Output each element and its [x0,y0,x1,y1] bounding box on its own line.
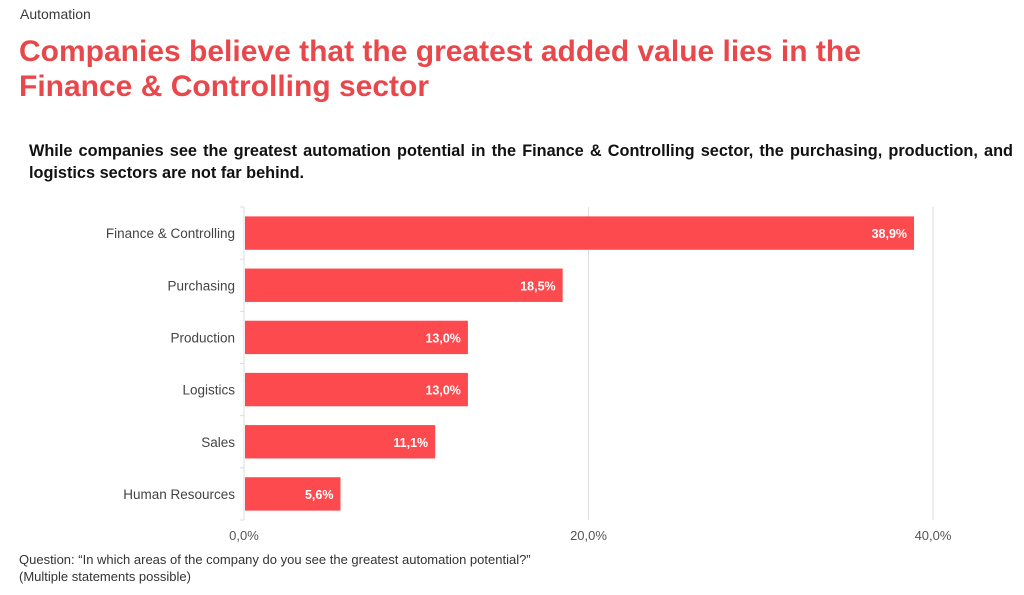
tick-label: 20,0% [570,528,607,543]
page-title: Companies believe that the greatest adde… [19,35,861,103]
value-label: 13,0% [425,331,460,345]
gridlines [240,206,934,521]
value-label: 38,9% [872,227,907,241]
bar [245,216,915,250]
value-label: 18,5% [520,279,555,293]
category-label: Purchasing [167,278,235,293]
bar [245,320,468,355]
tick-label: 40,0% [915,528,952,543]
bars [245,216,915,511]
bar [245,268,563,302]
value-label: 11,1% [393,436,428,450]
bar-chart: Finance & Controlling Purchasing Productio… [106,206,952,543]
footnote: Question: “In which areas of the company… [19,551,531,585]
category-label: Logistics [182,383,235,398]
value-label: 13,0% [425,384,460,398]
survey-note: (Multiple statements possible) [19,569,191,584]
page-subtitle: While companies see the greatest automat… [29,142,1013,182]
value-label: 5,6% [305,488,334,502]
bar [245,372,468,407]
category-labels: Finance & Controlling Purchasing Productio… [106,226,235,502]
value-labels: 38,9% 18,5% 13,0% 13,0% 11,1% 5,6% [305,227,907,502]
tick-label: 0,0% [229,528,259,543]
category-label: Finance & Controlling [106,226,235,241]
category-label: Human Resources [123,487,235,502]
category-label: Sales [201,435,235,450]
section-label: Automation [20,6,91,22]
tick-labels: 0,0% 20,0% 40,0% [229,528,952,543]
bar [245,477,341,511]
survey-question: Question: “In which areas of the company… [19,552,531,567]
bar [245,425,436,459]
category-label: Production [170,330,235,345]
